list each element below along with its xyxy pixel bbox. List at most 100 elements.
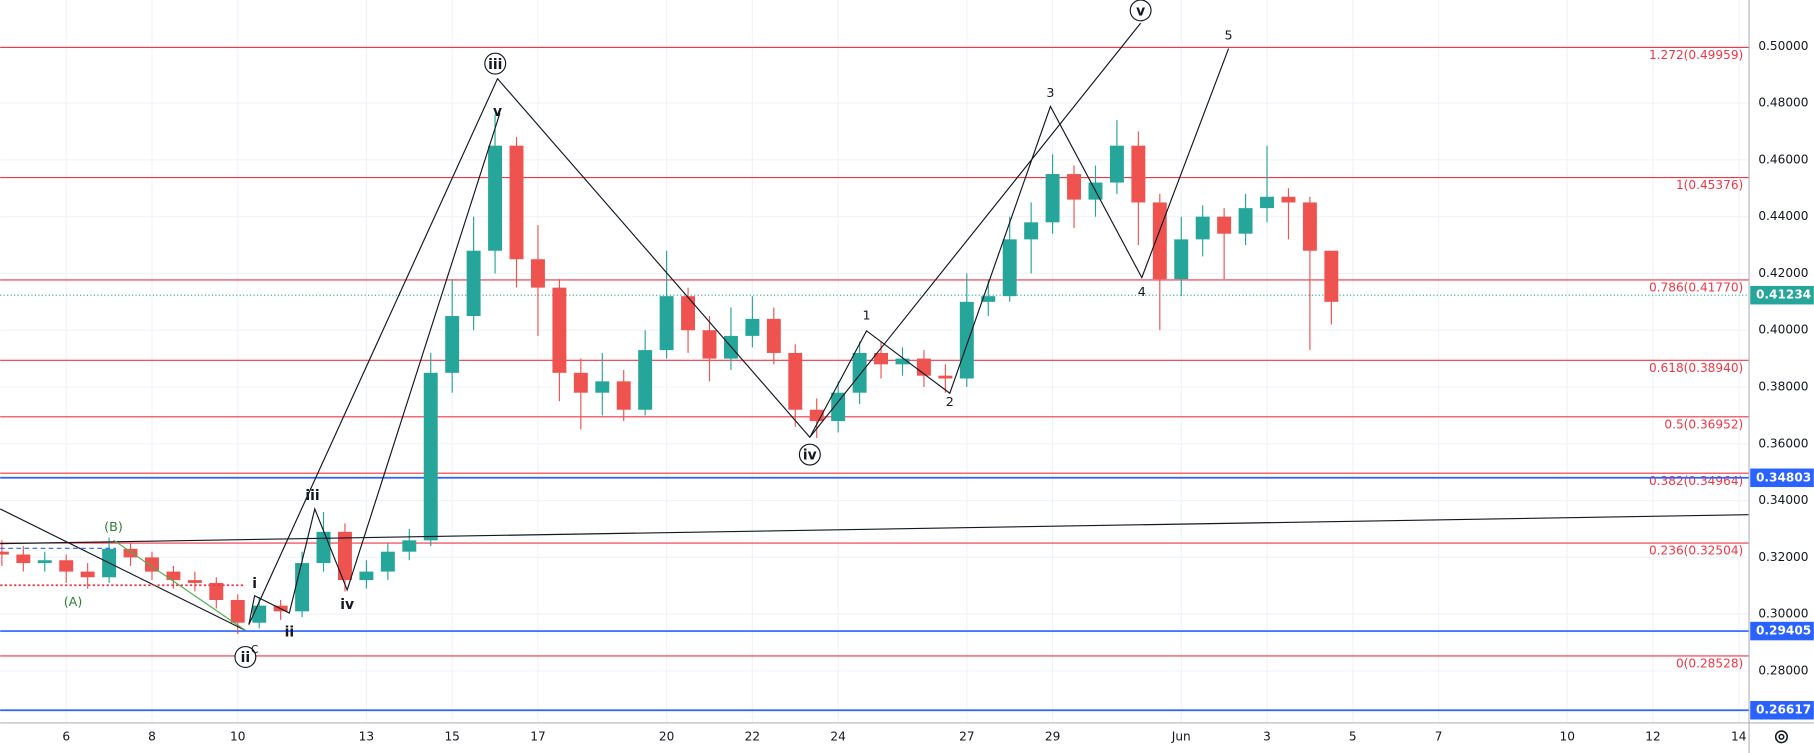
candle-body bbox=[37, 560, 52, 564]
price-tag bbox=[1750, 700, 1814, 720]
price-tag-label: 0.26617 bbox=[1756, 703, 1811, 717]
x-tick-label: 10 bbox=[1560, 729, 1575, 743]
candle-body bbox=[1238, 208, 1253, 234]
price-tags: 0.34803 0.29405 0.26617 0.41234 bbox=[1750, 285, 1814, 720]
candle-body bbox=[295, 563, 310, 612]
candle-body bbox=[466, 250, 481, 317]
candle-body bbox=[766, 318, 781, 353]
candle-body bbox=[788, 352, 803, 410]
wave-label: (B) bbox=[104, 519, 123, 534]
wave-line bbox=[809, 48, 1230, 438]
candle-body bbox=[1195, 216, 1210, 240]
gear[interactable] bbox=[1774, 730, 1788, 744]
candle-body bbox=[895, 358, 910, 365]
candle-body bbox=[359, 571, 374, 581]
candle-body bbox=[123, 548, 138, 558]
settings-icon[interactable] bbox=[1774, 730, 1788, 744]
trend-line bbox=[113, 539, 246, 631]
candle-body bbox=[1324, 250, 1339, 302]
candles bbox=[0, 114, 1339, 635]
wave-label: (A) bbox=[64, 594, 83, 609]
wave-label: 3 bbox=[1046, 85, 1054, 100]
gear-center[interactable] bbox=[1778, 733, 1785, 740]
x-tick-label: Jun bbox=[1171, 729, 1191, 743]
candle-body bbox=[16, 554, 31, 564]
price-tag-label: 0.41234 bbox=[1756, 288, 1811, 302]
candle-body bbox=[1217, 216, 1232, 234]
x-tick-label: 15 bbox=[444, 729, 459, 743]
wave-label: 4 bbox=[1138, 284, 1146, 299]
wave-line bbox=[248, 22, 1142, 625]
price-tag bbox=[1750, 285, 1814, 305]
candle-body bbox=[659, 296, 674, 351]
wave-label: 5 bbox=[1225, 27, 1233, 42]
x-tick-label: 14 bbox=[1731, 729, 1747, 743]
candle-body bbox=[1067, 174, 1082, 200]
price-tag bbox=[1750, 621, 1814, 641]
wave-label: v bbox=[1136, 4, 1145, 20]
x-tick-label: 27 bbox=[959, 729, 974, 743]
candle-body bbox=[1260, 196, 1274, 209]
candle-body bbox=[380, 551, 395, 572]
x-tick-label: 3 bbox=[1263, 729, 1271, 743]
candle-body bbox=[166, 571, 181, 581]
fib-label: 0.618(0.38940) bbox=[1649, 361, 1743, 375]
wave-label: ii bbox=[285, 625, 295, 641]
wave-circle bbox=[234, 646, 257, 668]
time-axis-bg bbox=[0, 722, 1814, 753]
candle-body bbox=[509, 145, 524, 260]
y-tick-label: 0.46000 bbox=[1758, 152, 1808, 166]
x-tick-label: 7 bbox=[1435, 729, 1443, 743]
candle-body bbox=[573, 372, 588, 393]
candle-body bbox=[981, 296, 996, 302]
x-tick-label: 22 bbox=[745, 729, 760, 743]
wave-label: 2 bbox=[946, 394, 954, 409]
fib-label: 1.272(0.49959) bbox=[1649, 48, 1743, 62]
x-tick-label: 29 bbox=[1045, 729, 1060, 743]
candle-body bbox=[1174, 239, 1189, 280]
candle-body bbox=[831, 392, 846, 422]
candle-body bbox=[316, 531, 331, 564]
candle-body bbox=[252, 605, 267, 623]
candle-body bbox=[1109, 145, 1124, 183]
candle-body bbox=[874, 352, 889, 365]
x-tick-label: 13 bbox=[359, 729, 374, 743]
wave-label: iv bbox=[803, 448, 817, 464]
candle-body bbox=[681, 296, 696, 331]
candle-body bbox=[59, 560, 74, 572]
candle-body bbox=[402, 540, 417, 552]
candle-body bbox=[530, 259, 545, 288]
price-tag bbox=[1750, 468, 1814, 488]
candle-body bbox=[745, 318, 760, 336]
grid bbox=[0, 0, 1750, 723]
fib-label: 0.236(0.32504) bbox=[1649, 544, 1743, 558]
y-tick-label: 0.50000 bbox=[1758, 39, 1808, 53]
candle-body bbox=[702, 330, 717, 359]
fib-label: 1(0.45376) bbox=[1676, 178, 1743, 192]
wave-label: ii bbox=[241, 650, 251, 666]
candle-body bbox=[1152, 202, 1167, 280]
levels: 1.272(0.49959) 1(0.45376) 0.786(0.41770) 0.… bbox=[0, 46, 1750, 712]
x-tick-label: 6 bbox=[62, 729, 70, 743]
fib-label: 0.5(0.36952) bbox=[1664, 417, 1743, 431]
trend-line bbox=[0, 514, 1750, 545]
candle-body bbox=[1281, 196, 1296, 203]
candle-body bbox=[1024, 222, 1039, 240]
candle-body bbox=[595, 381, 610, 393]
wave-circle bbox=[484, 52, 507, 75]
drawings bbox=[0, 0, 1750, 668]
candle-body bbox=[552, 287, 567, 373]
wave-label: v bbox=[493, 104, 502, 120]
candle-body bbox=[638, 350, 653, 410]
y-tick-label: 0.42000 bbox=[1758, 266, 1808, 280]
price-tag-label: 0.34803 bbox=[1756, 470, 1811, 484]
candle-body bbox=[852, 352, 867, 393]
wave-label: i bbox=[252, 576, 257, 592]
trend-line bbox=[0, 508, 246, 631]
x-tick-label: 8 bbox=[148, 729, 156, 743]
fib-label: 0.382(0.34964) bbox=[1649, 474, 1743, 488]
wave-circle bbox=[1129, 0, 1152, 22]
wave-circle bbox=[798, 443, 821, 466]
